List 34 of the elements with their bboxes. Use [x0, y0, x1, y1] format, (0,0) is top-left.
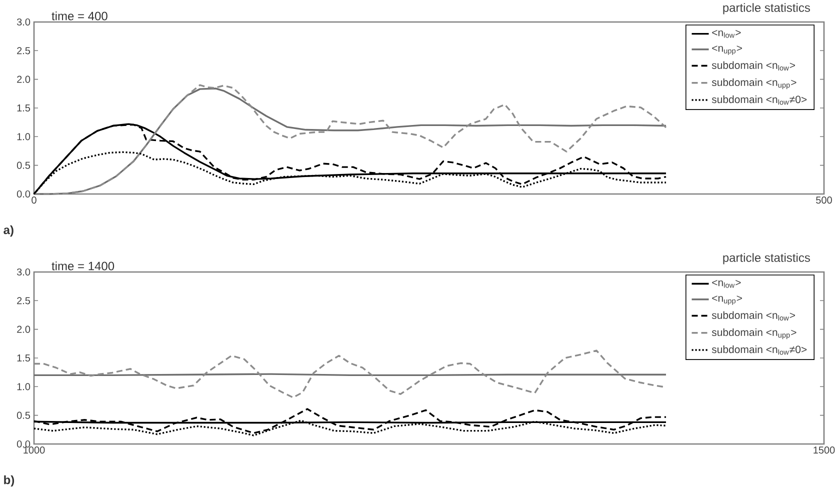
legend-label: subdomain <n$_{upp}$> — [712, 78, 796, 90]
y-tick-label: 1.0 — [17, 383, 30, 390]
text: b) — [4, 475, 14, 487]
chart-title: particle statistics — [723, 3, 810, 14]
y-tick-label: 1.5 — [17, 104, 30, 112]
legend-label: subdomain <n$_{low}$> — [712, 61, 795, 71]
y-tick-label: 0.0 — [16, 190, 30, 198]
y-tick-label: 2.0 — [17, 76, 30, 83]
y-tick-label: 0.5 — [16, 412, 30, 419]
x-tick-label: 500 — [816, 196, 832, 204]
y-tick-label: 2.5 — [17, 47, 30, 54]
x-tick-label: 1500 — [814, 446, 835, 454]
y-tick-label: 1.0 — [17, 133, 30, 140]
text: time = 400 — [52, 11, 108, 20]
y-tick-label: 1.5 — [17, 354, 30, 362]
text: a) — [4, 225, 14, 237]
y-tick-label: 2.5 — [17, 297, 30, 304]
y-tick-label: 0.5 — [16, 162, 30, 169]
x-tick-label: 0 — [32, 196, 36, 204]
y-tick-label: 3.0 — [16, 18, 30, 26]
legend-label: subdomain <n$_{upp}$> — [712, 328, 796, 340]
y-tick-label: 3.0 — [16, 268, 30, 276]
legend-label: subdomain <n$_{low}$> — [712, 311, 795, 321]
legend-label: subdomain <n$_{low}$≠0> — [712, 345, 807, 355]
legend-label: <n$_{upp}$> — [712, 46, 742, 55]
y-tick-label: 0.0 — [16, 440, 30, 448]
legend-label: <n$_{upp}$> — [712, 296, 742, 305]
legend-label: subdomain <n$_{low}$≠0> — [712, 95, 807, 105]
y-tick-label: 2.0 — [17, 326, 30, 333]
text: time = 1400 — [52, 261, 114, 270]
chart-title: particle statistics — [723, 253, 810, 264]
legend-label: <n$_{low}$> — [712, 30, 741, 38]
legend-label: <n$_{low}$> — [712, 280, 741, 288]
x-tick-label: 1000 — [24, 446, 45, 454]
